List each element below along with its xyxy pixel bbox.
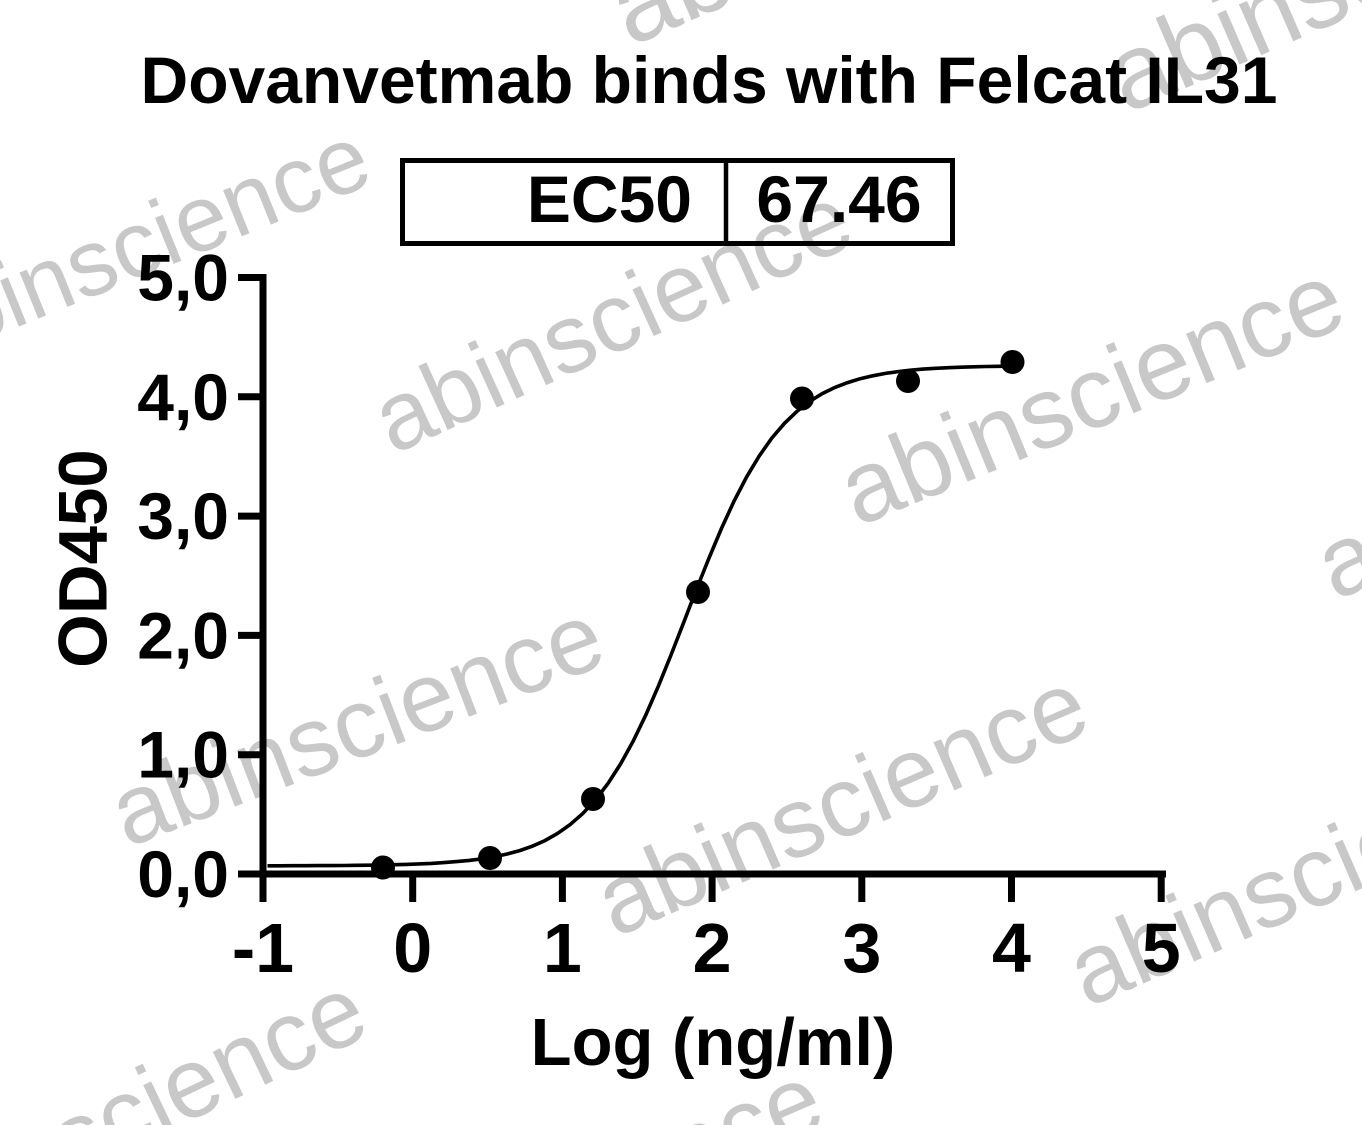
svg-text:3,0: 3,0 [137, 479, 229, 553]
svg-text:5: 5 [1142, 909, 1181, 987]
svg-text:67.46: 67.46 [756, 162, 921, 236]
svg-text:-1: -1 [232, 909, 294, 987]
svg-text:2: 2 [693, 909, 732, 987]
svg-text:5,0: 5,0 [137, 241, 229, 315]
svg-text:4,0: 4,0 [137, 360, 229, 434]
svg-text:1: 1 [543, 909, 582, 987]
svg-text:EC50: EC50 [527, 162, 692, 236]
svg-text:1,0: 1,0 [137, 718, 229, 792]
svg-text:Log (ng/ml): Log (ng/ml) [531, 1005, 896, 1080]
svg-text:0: 0 [393, 909, 432, 987]
svg-text:Dovanvetmab binds with Felcat: Dovanvetmab binds with Felcat IL31 [141, 43, 1278, 117]
svg-text:OD450: OD450 [45, 449, 122, 668]
svg-text:3: 3 [842, 909, 881, 987]
svg-text:0,0: 0,0 [137, 837, 229, 911]
svg-text:2,0: 2,0 [137, 598, 229, 672]
svg-text:4: 4 [992, 909, 1031, 987]
